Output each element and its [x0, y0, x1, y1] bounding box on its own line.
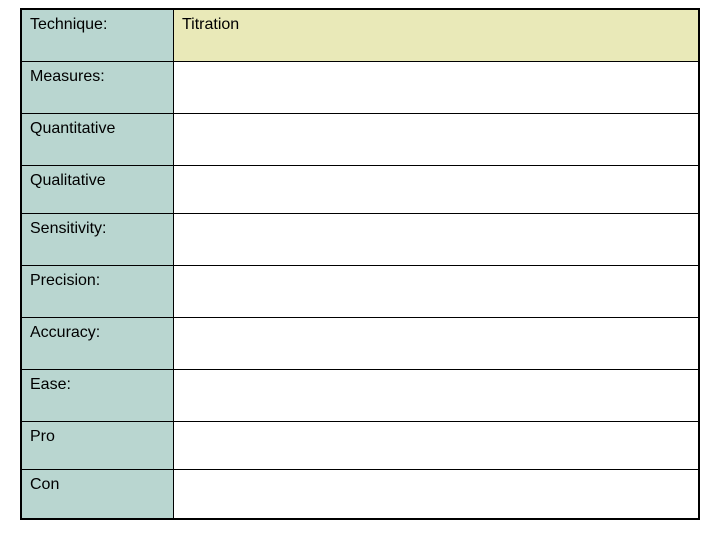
comparison-table: Technique: Titration Measures: Quantitat… — [20, 8, 700, 520]
table-row: Sensitivity: — [22, 214, 698, 266]
row-value-technique: Titration — [174, 10, 698, 61]
row-label-pro: Pro — [22, 422, 174, 469]
row-value-quantitative — [174, 114, 698, 165]
row-label-ease: Ease: — [22, 370, 174, 421]
row-label-technique: Technique: — [22, 10, 174, 61]
row-value-qualitative — [174, 166, 698, 213]
table-row: Con — [22, 470, 698, 518]
row-value-sensitivity — [174, 214, 698, 265]
row-label-con: Con — [22, 470, 174, 518]
row-label-accuracy: Accuracy: — [22, 318, 174, 369]
table-row: Quantitative — [22, 114, 698, 166]
table-row: Measures: — [22, 62, 698, 114]
table-row: Accuracy: — [22, 318, 698, 370]
table-row: Technique: Titration — [22, 10, 698, 62]
row-value-measures — [174, 62, 698, 113]
table-row: Pro — [22, 422, 698, 470]
table-row: Ease: — [22, 370, 698, 422]
row-label-quantitative: Quantitative — [22, 114, 174, 165]
row-label-measures: Measures: — [22, 62, 174, 113]
row-label-sensitivity: Sensitivity: — [22, 214, 174, 265]
row-value-accuracy — [174, 318, 698, 369]
row-label-precision: Precision: — [22, 266, 174, 317]
table-row: Precision: — [22, 266, 698, 318]
row-value-ease — [174, 370, 698, 421]
table-row: Qualitative — [22, 166, 698, 214]
row-value-con — [174, 470, 698, 518]
row-value-precision — [174, 266, 698, 317]
row-value-pro — [174, 422, 698, 469]
row-label-qualitative: Qualitative — [22, 166, 174, 213]
